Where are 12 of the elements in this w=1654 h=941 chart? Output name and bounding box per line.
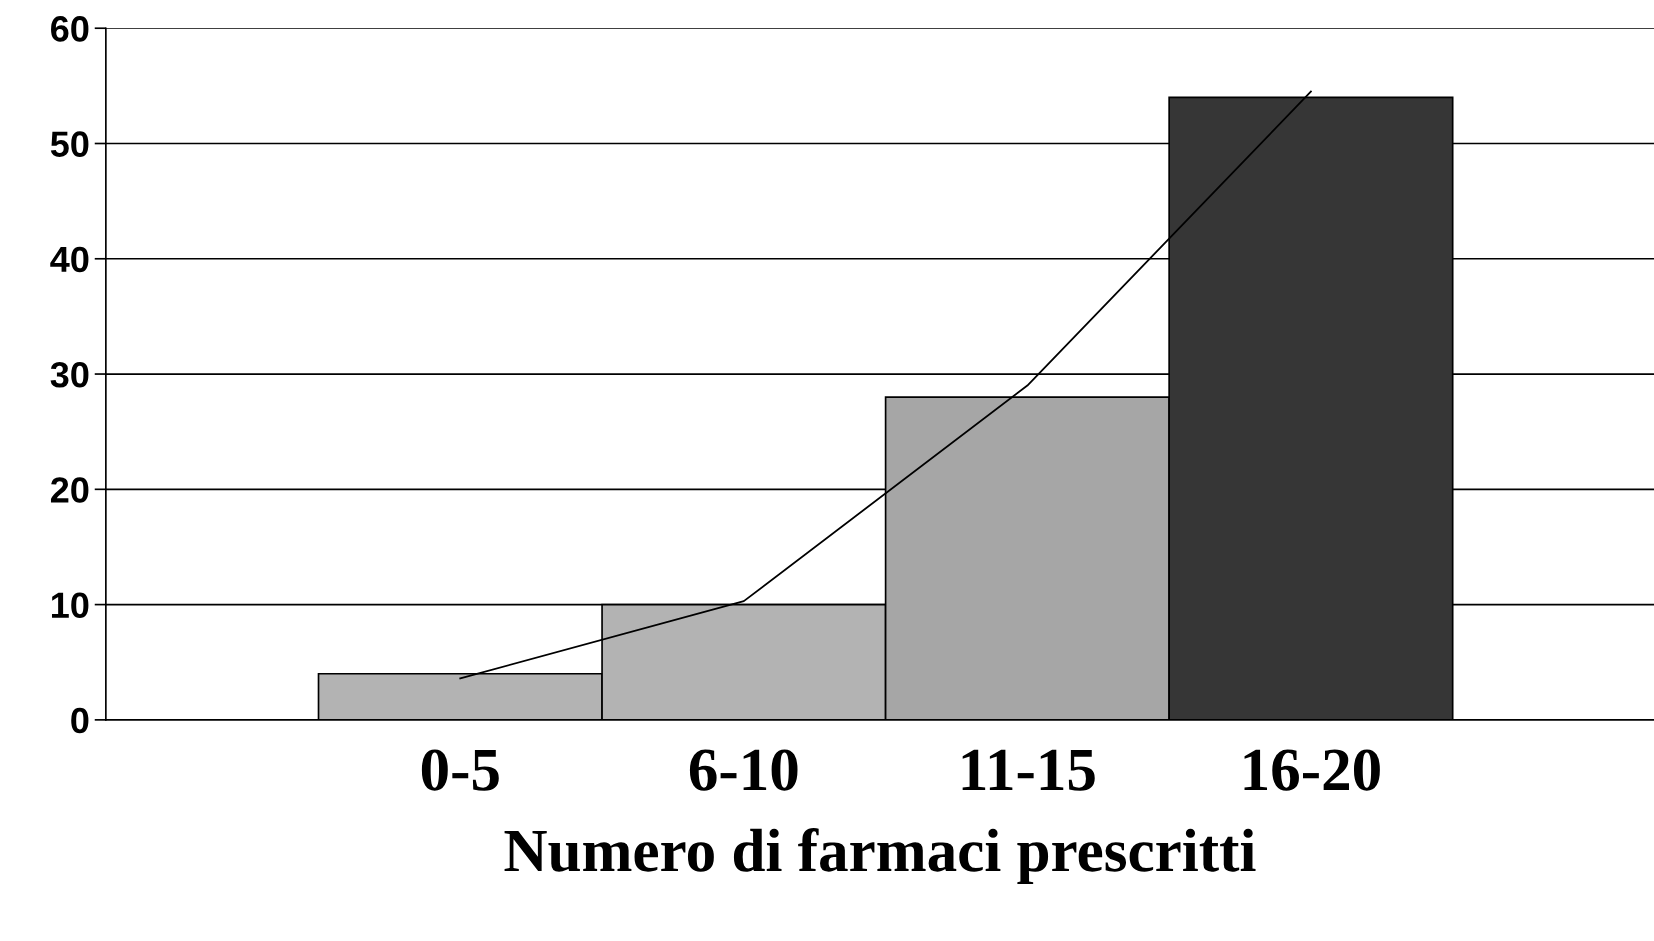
x-tick-label: 11-15 [962,749,1095,791]
x-tick-label: 0-5 [421,749,499,791]
y-tick-label: 40 [50,246,89,273]
y-tick-label: 50 [50,131,89,157]
y-tick-label: 60 [51,16,89,42]
y-tick-label: 0 [71,707,89,734]
y-tick-label: 30 [50,361,89,388]
x-axis-title: Numero di farmaci prescritti [504,828,1256,885]
x-tick-label: 6-10 [689,749,798,791]
x-tick-label: 16-20 [1244,749,1380,791]
y-tick-label: 10 [52,592,89,619]
y-tick-label: 20 [50,477,89,503]
